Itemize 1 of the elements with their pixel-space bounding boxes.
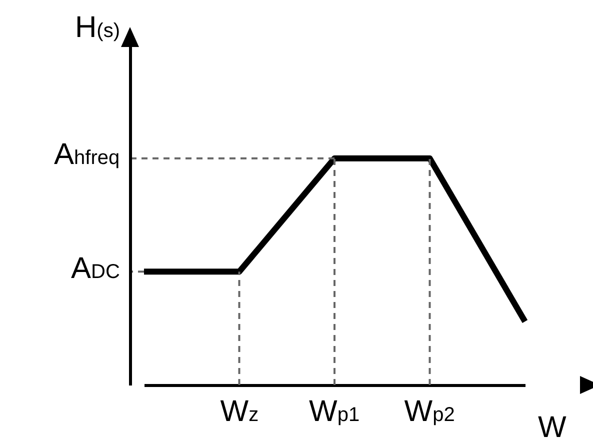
x-axis-title: W <box>538 411 566 444</box>
